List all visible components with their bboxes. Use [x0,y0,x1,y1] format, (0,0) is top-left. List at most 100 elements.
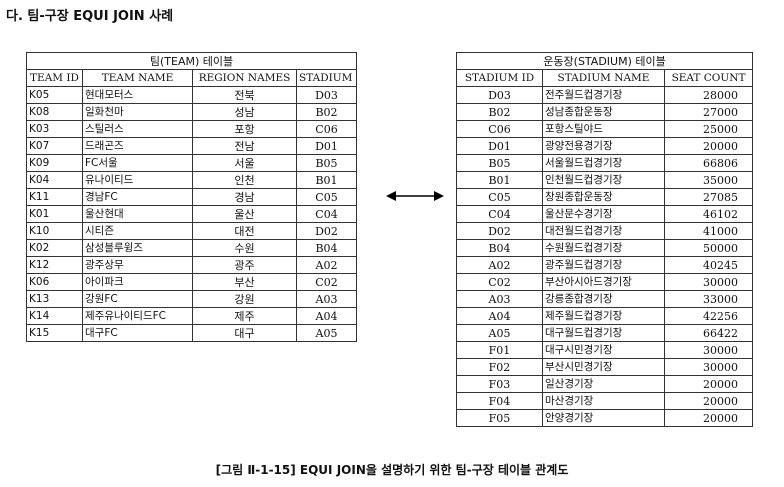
section-heading: 다. 팀-구장 EQUI JOIN 사례 [6,9,174,24]
team-col-header: TEAM ID [26,69,83,87]
table-cell: 28000 [663,86,754,104]
table-cell: 인천월드컵경기장 [542,171,665,189]
table-cell: 성남종합운동장 [542,103,665,121]
table-cell: B04 [456,239,543,257]
table-row: K05 현대모터스 전북 D03 [26,86,357,104]
table-cell: 부산 [192,273,297,291]
table-cell: K10 [26,222,83,240]
stadium-col-header: STADIUM ID [456,69,543,87]
table-cell: K02 [26,239,83,257]
table-cell: 아이파크 [82,273,193,291]
table-cell: 30000 [663,273,754,291]
table-row: K12 광주상무 광주 A02 [26,256,357,274]
table-cell: K09 [26,154,83,172]
table-cell: B05 [296,154,357,172]
table-cell: D02 [296,222,357,240]
table-cell: 30000 [663,341,754,359]
table-row: F05 안양경기장 20000 [456,409,754,427]
figure-caption: [그림 Ⅱ-1-15] EQUI JOIN을 설명하기 위한 팀-구장 테이블 … [215,463,569,477]
table-cell: A02 [296,256,357,274]
table-cell: 인천 [192,171,297,189]
team-col-header: TEAM NAME [82,69,193,87]
table-row: K04 유나이티드 인천 B01 [26,171,357,189]
table-cell: K06 [26,273,83,291]
table-cell: 42256 [663,307,754,325]
table-cell: 광주상무 [82,256,193,274]
table-cell: C06 [296,120,357,138]
table-row: A05 대구월드컵경기장 66422 [456,324,754,342]
table-row: A04 제주월드컵경기장 42256 [456,307,754,325]
table-cell: 서울 [192,154,297,172]
table-row: F02 부산시민경기장 30000 [456,358,754,376]
stadium-col-header: SEAT COUNT [663,69,754,87]
table-cell: 20000 [663,375,754,393]
table-cell: K07 [26,137,83,155]
table-cell: 30000 [663,358,754,376]
table-cell: 33000 [663,290,754,308]
table-cell: 현대모터스 [82,86,193,104]
stadium-table-header-row: STADIUM ID STADIUM NAME SEAT COUNT [456,69,754,87]
table-cell: K13 [26,290,83,308]
table-row: K09 FC서울 서울 B05 [26,154,357,172]
table-cell: 대구 [192,324,297,342]
team-col-header: REGION NAMES [192,69,297,87]
table-cell: 울산 [192,205,297,223]
table-cell: 스틸러스 [82,120,193,138]
table-cell: 울산문수경기장 [542,205,665,223]
table-cell: C04 [296,205,357,223]
table-row: K06 아이파크 부산 C02 [26,273,357,291]
table-row: K01 울산현대 울산 C04 [26,205,357,223]
table-cell: 부산시민경기장 [542,358,665,376]
table-row: K07 드래곤즈 전남 D01 [26,137,357,155]
table-row: D03 전주월드컵경기장 28000 [456,86,754,104]
double-arrow-icon [386,191,444,201]
table-cell: C04 [456,205,543,223]
table-cell: 제주유나이티드FC [82,307,193,325]
table-row: K10 시티즌 대전 D02 [26,222,357,240]
table-cell: 대전월드컵경기장 [542,222,665,240]
table-cell: F02 [456,358,543,376]
table-cell: B02 [456,103,543,121]
table-cell: 25000 [663,120,754,138]
table-cell: 대구월드컵경기장 [542,324,665,342]
table-cell: C02 [456,273,543,291]
table-cell: F01 [456,341,543,359]
table-cell: B04 [296,239,357,257]
table-cell: 광양전용경기장 [542,137,665,155]
table-row: C04 울산문수경기장 46102 [456,205,754,223]
stadium-col-header: STADIUM NAME [542,69,665,87]
table-row: K08 일화천마 성남 B02 [26,103,357,121]
table-cell: 대전 [192,222,297,240]
table-cell: 41000 [663,222,754,240]
table-row: C06 포항스틸야드 25000 [456,120,754,138]
table-cell: A05 [296,324,357,342]
table-cell: 20000 [663,392,754,410]
table-row: B05 서울월드컵경기장 66806 [456,154,754,172]
table-cell: 20000 [663,137,754,155]
table-row: F01 대구시민경기장 30000 [456,341,754,359]
table-cell: 울산현대 [82,205,193,223]
table-row: D01 광양전용경기장 20000 [456,137,754,155]
table-cell: D02 [456,222,543,240]
table-cell: 전남 [192,137,297,155]
table-cell: 일산경기장 [542,375,665,393]
team-table: 팀(TEAM) 테이블 TEAM ID TEAM NAME REGION NAM… [26,52,357,342]
table-row: K15 대구FC 대구 A05 [26,324,357,342]
table-row: B04 수원월드컵경기장 50000 [456,239,754,257]
table-cell: 대구FC [82,324,193,342]
table-cell: B01 [456,171,543,189]
table-cell: K05 [26,86,83,104]
table-row: C05 창원종합운동장 27085 [456,188,754,206]
team-table-title: 팀(TEAM) 테이블 [26,52,357,70]
table-cell: 66806 [663,154,754,172]
table-cell: B02 [296,103,357,121]
table-cell: B01 [296,171,357,189]
table-cell: 일화천마 [82,103,193,121]
table-cell: D01 [456,137,543,155]
table-cell: 성남 [192,103,297,121]
table-cell: 유나이티드 [82,171,193,189]
table-row: K03 스틸러스 포항 C06 [26,120,357,138]
table-row: A03 강릉종합경기장 33000 [456,290,754,308]
table-row: K13 강원FC 강원 A03 [26,290,357,308]
table-cell: K14 [26,307,83,325]
